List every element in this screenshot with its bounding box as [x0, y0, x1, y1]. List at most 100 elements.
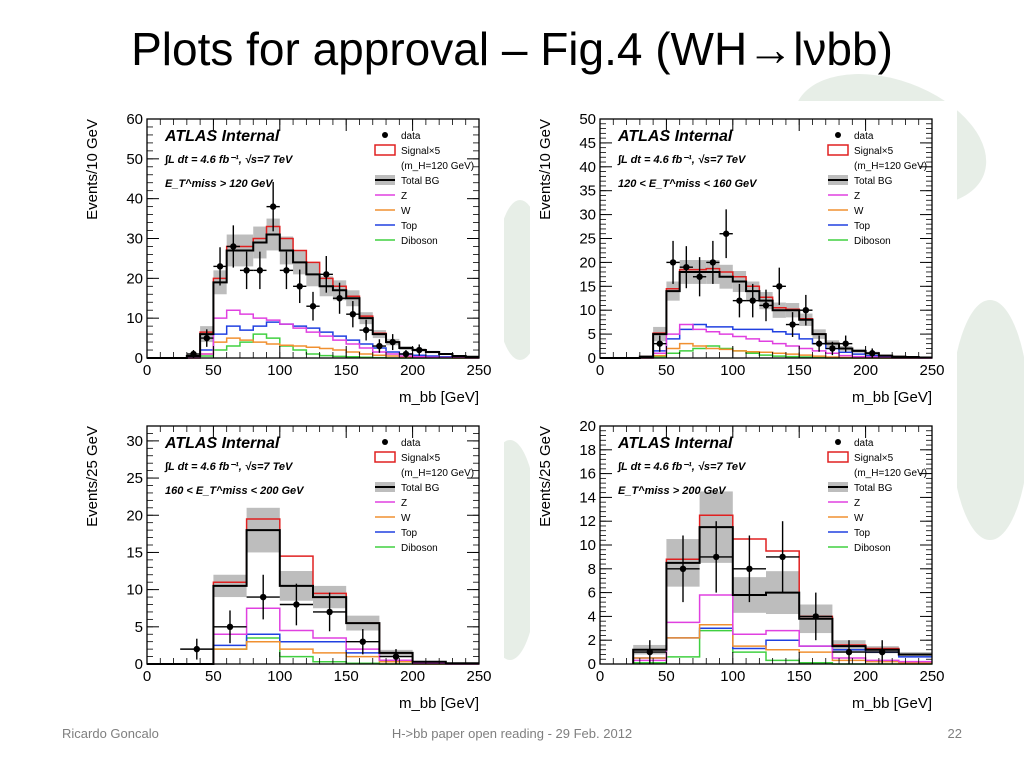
data-point [766, 521, 800, 593]
data-marker [679, 565, 687, 572]
legend-label: Z [854, 191, 860, 202]
legend-label: (m_H=120 GeV) [401, 468, 474, 479]
y-tick-label: 15 [579, 278, 596, 295]
data-marker [802, 307, 810, 314]
data-marker [776, 283, 783, 290]
data-marker [230, 243, 237, 250]
y-tick-label: 50 [126, 151, 143, 168]
data-point [332, 282, 347, 314]
data-marker [203, 334, 210, 342]
data-point [746, 283, 760, 318]
y-tick-label: 35 [579, 183, 596, 200]
x-tick-label: 50 [658, 362, 675, 379]
y-tick-label: 10 [579, 537, 596, 554]
y-tick-label: 16 [579, 466, 596, 483]
y-tick-label: 50 [579, 111, 596, 128]
legend-label: (m_H=120 GeV) [854, 468, 927, 479]
footer-author: Ricardo Goncalo [62, 726, 159, 741]
data-marker [746, 565, 753, 572]
data-point [633, 640, 667, 664]
x-axis-label: m_bb [GeV] [399, 389, 479, 406]
data-point [865, 348, 879, 358]
legend-label: (m_H=120 GeV) [401, 161, 474, 172]
legend-label: W [401, 206, 411, 217]
data-point [346, 629, 380, 655]
data-marker [683, 263, 690, 271]
y-tick-label: 10 [579, 302, 596, 319]
y-tick-label: 15 [126, 544, 143, 561]
legend-entry: Diboson [375, 543, 438, 554]
y-axis-label: Events/10 GeV [84, 119, 101, 220]
x-tick-label: 200 [400, 668, 425, 685]
data-point [732, 283, 747, 318]
y-tick-label: 20 [579, 418, 596, 435]
data-marker [362, 326, 370, 334]
legend-label: data [854, 438, 874, 449]
data-point [293, 269, 307, 304]
selection-label: E_T^miss > 200 GeV [618, 485, 727, 497]
data-marker [842, 340, 849, 347]
x-tick-label: 200 [853, 668, 878, 685]
data-point [699, 521, 733, 593]
data-point [186, 350, 201, 358]
background-decoration [950, 300, 1024, 540]
x-tick-label: 0 [143, 668, 151, 685]
legend-entry: (m_H=120 GeV) [854, 161, 927, 172]
y-tick-label: 0 [588, 656, 596, 673]
y-tick-label: 40 [126, 191, 143, 208]
legend-entry: Diboson [828, 543, 891, 554]
legend-entry: W [828, 206, 864, 217]
x-tick-label: 0 [596, 668, 604, 685]
legend-box-signal [827, 144, 849, 156]
data-marker [402, 350, 410, 358]
legend-label: W [854, 206, 864, 217]
legend-label: Diboson [401, 543, 438, 554]
luminosity-label: ∫L dt = 4.6 fb⁻¹, √s=7 TeV [617, 461, 747, 473]
y-tick-label: 20 [579, 254, 596, 271]
x-tick-label: 100 [267, 362, 292, 379]
selection-label: 120 < E_T^miss < 160 GeV [618, 178, 758, 190]
luminosity-label: ∫L dt = 4.6 fb⁻¹, √s=7 TeV [617, 154, 747, 166]
legend-entry: Top [375, 221, 418, 232]
data-marker [392, 653, 400, 660]
legend-label: Top [401, 528, 418, 539]
data-marker [216, 263, 224, 270]
legend-label: Top [401, 221, 418, 232]
y-tick-label: 0 [135, 656, 143, 673]
y-tick-label: 25 [126, 470, 143, 487]
x-tick-label: 250 [919, 668, 944, 685]
y-axis-label: Events/10 GeV [537, 119, 554, 220]
chart-panel-1: 0 10 20 30 40 50 60 0 50 100 150 200 250 m_bb [GeV] Ev… [77, 101, 504, 408]
series-line-totalbg [632, 526, 932, 664]
x-tick-label: 50 [205, 362, 222, 379]
x-tick-label: 150 [334, 668, 359, 685]
data-marker [376, 342, 383, 350]
legend-label: Z [401, 498, 407, 509]
data-point [732, 535, 766, 603]
data-marker [416, 346, 423, 354]
data-marker [243, 267, 250, 274]
legend-label: data [854, 131, 874, 142]
chart-panel-4: 0 2 4 6 8 10 12 14 16 18 20 0 50 100 150 200 250 m_bb [Ge… [530, 408, 957, 714]
data-point [719, 209, 733, 259]
legend-label: Diboson [854, 543, 891, 554]
legend-entry: W [375, 513, 411, 524]
legend-entry: Z [375, 191, 407, 202]
y-tick-label: 8 [588, 561, 596, 578]
data-point [180, 638, 214, 660]
legend-box-signal [374, 451, 396, 463]
legend-label: Z [854, 498, 860, 509]
x-tick-label: 100 [267, 668, 292, 685]
legend-entry: Total BG [375, 482, 440, 494]
legend-label: Signal×5 [854, 453, 894, 464]
data-point [666, 535, 700, 603]
legend-label: data [401, 438, 421, 449]
atlas-label: ATLAS Internal [164, 128, 280, 145]
y-tick-label: 14 [579, 489, 596, 506]
data-point [200, 329, 214, 347]
data-marker [336, 295, 343, 302]
data-marker [269, 203, 277, 210]
data-marker [326, 608, 333, 616]
data-point [246, 574, 280, 620]
legend-box-signal [827, 451, 849, 463]
